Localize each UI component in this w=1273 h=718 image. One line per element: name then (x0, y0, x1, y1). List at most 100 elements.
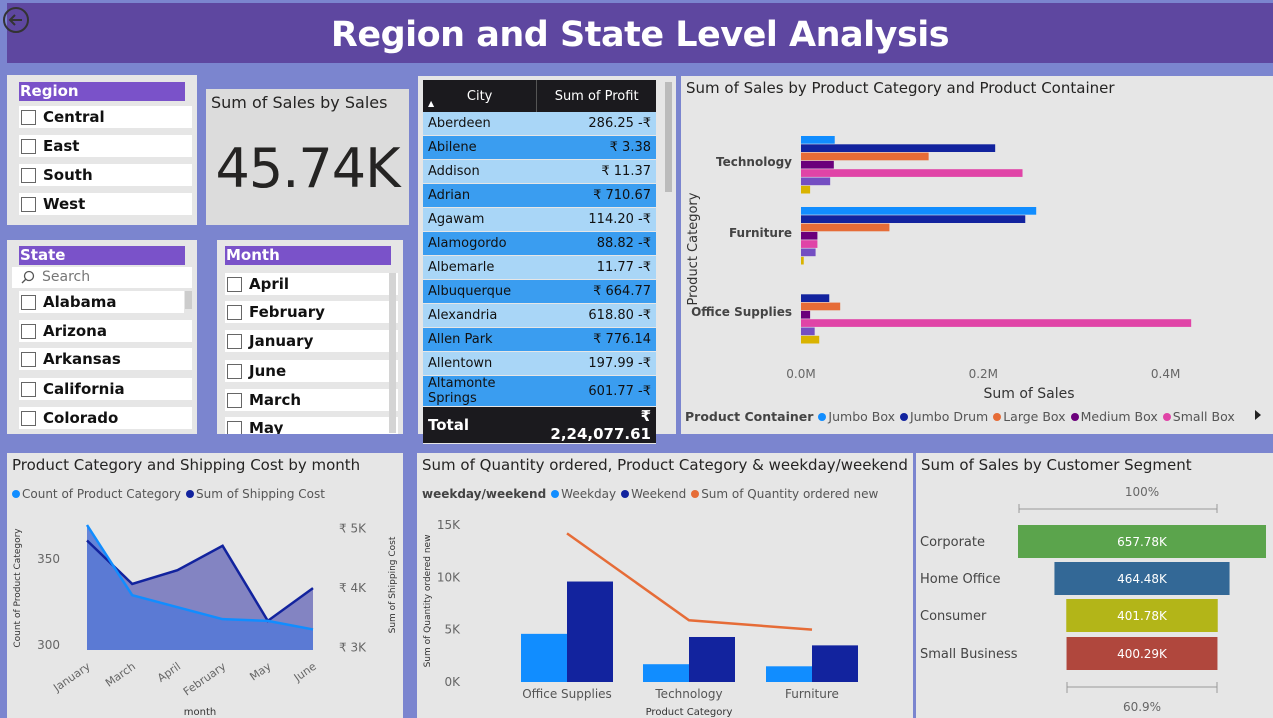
x-tick-label: March (103, 660, 138, 690)
profit-cell: 88.82 -₹ (536, 231, 656, 256)
state-option-california[interactable]: California (19, 378, 192, 400)
funnel-category-label: Consumer (920, 609, 987, 624)
region-option-central[interactable]: Central (19, 106, 192, 128)
legend-label[interactable]: Medium Box (1080, 409, 1158, 424)
checkbox[interactable] (227, 334, 242, 349)
table-row[interactable]: Abilene ₹ 3.38 (423, 135, 656, 160)
state-option-colorado[interactable]: Colorado (19, 407, 192, 429)
month-option-june[interactable]: June (225, 360, 398, 382)
table-row[interactable]: Agawam 114.20 -₹ (423, 207, 656, 232)
legend-title: weekday/weekend (422, 487, 547, 501)
sales-by-category-container-chart: Sum of Sales by Product Category and Pro… (681, 76, 1273, 434)
option-label: Arizona (43, 322, 107, 340)
legend-label[interactable]: Weekday (561, 487, 617, 501)
month-option-march[interactable]: March (225, 389, 398, 411)
month-option-may[interactable]: May (225, 417, 398, 434)
legend-swatch (993, 413, 1002, 421)
checkbox[interactable] (21, 295, 36, 310)
checkbox[interactable] (21, 352, 36, 367)
chart-title: Sum of Sales by Product Category and Pro… (686, 79, 1115, 97)
funnel-category-label: Corporate (920, 535, 985, 550)
state-search-box[interactable]: Search (12, 267, 192, 288)
month-option-april[interactable]: April (225, 273, 398, 295)
funnel-value-label: 401.78K (1117, 609, 1168, 623)
checkbox[interactable] (227, 305, 242, 320)
quantity-category-weekday-chart: Sum of Quantity ordered, Product Categor… (417, 453, 913, 718)
legend-next-icon[interactable] (1253, 409, 1263, 421)
back-arrow-icon[interactable] (2, 6, 30, 34)
table-row[interactable]: Adrian ₹ 710.67 (423, 183, 656, 208)
state-option-arizona[interactable]: Arizona (19, 320, 192, 342)
checkbox[interactable] (21, 139, 36, 154)
state-scrollbar[interactable] (185, 291, 192, 309)
kpi-card: Sum of Sales by Sales 45.74K (206, 89, 409, 225)
bar (801, 223, 890, 232)
legend-label[interactable]: Weekend (631, 487, 687, 501)
table-row[interactable]: Addison ₹ 11.37 (423, 159, 656, 184)
y-tick-label: 0K (444, 675, 461, 689)
legend-swatch (186, 490, 195, 498)
y-axis-label: Sum of Quantity ordered new (423, 535, 433, 668)
category-label: Technology (716, 155, 792, 169)
checkbox[interactable] (21, 324, 36, 339)
profit-cell: 114.20 -₹ (536, 207, 656, 232)
table-row[interactable]: Alamogordo 88.82 -₹ (423, 231, 656, 256)
legend-label[interactable]: Jumbo Drum (909, 409, 989, 424)
legend-label[interactable]: Jumbo Box (828, 409, 895, 424)
table-row[interactable]: Altamonte Springs 601.77 -₹ (423, 375, 656, 407)
bar (801, 310, 811, 319)
month-scrollbar[interactable] (389, 273, 396, 433)
checkbox[interactable] (227, 364, 242, 379)
col-header-city[interactable]: ▲ City (423, 80, 538, 112)
month-option-february[interactable]: February (225, 301, 398, 323)
table-scrollbar[interactable] (665, 82, 672, 192)
table-row[interactable]: Aberdeen 286.25 -₹ (423, 112, 656, 136)
region-option-west[interactable]: West (19, 193, 192, 215)
profit-cell: 11.77 -₹ (536, 255, 656, 280)
x-tick-label: June (291, 660, 319, 685)
sort-arrow-icon: ▲ (428, 99, 435, 108)
col-header-profit[interactable]: Sum of Profit (536, 80, 656, 112)
legend-label[interactable]: Large Box (1003, 409, 1066, 424)
legend-swatch (1070, 413, 1079, 421)
total-label: Total (423, 406, 537, 444)
checkbox[interactable] (21, 110, 36, 125)
city-cell: Agawam (423, 207, 537, 232)
option-label: Arkansas (43, 350, 121, 368)
chart-title: Sum of Sales by Customer Segment (921, 456, 1192, 474)
table-row[interactable]: Albemarle 11.77 -₹ (423, 255, 656, 280)
state-option-alabama[interactable]: Alabama (19, 291, 184, 313)
checkbox[interactable] (227, 421, 242, 434)
table-row[interactable]: Allen Park ₹ 776.14 (423, 327, 656, 352)
table-row[interactable]: Albuquerque ₹ 664.77 (423, 279, 656, 304)
region-option-south[interactable]: South (19, 164, 192, 186)
checkbox[interactable] (21, 197, 36, 212)
month-option-january[interactable]: January (225, 330, 398, 352)
table-row[interactable]: Alexandria 618.80 -₹ (423, 303, 656, 328)
checkbox[interactable] (21, 411, 36, 426)
y2-tick-label: ₹ 5K (339, 522, 367, 536)
funnel-value-label: 657.78K (1117, 535, 1168, 549)
profit-cell: ₹ 776.14 (536, 327, 656, 352)
legend-label[interactable]: Small Box (1172, 409, 1235, 424)
legend-label[interactable]: Sum of Shipping Cost (196, 487, 325, 501)
city-cell: Aberdeen (423, 112, 537, 136)
top-percent-label: 100% (1125, 485, 1159, 499)
count-line (85, 524, 314, 631)
checkbox[interactable] (227, 277, 242, 292)
checkbox[interactable] (21, 168, 36, 183)
city-cell: Addison (423, 159, 537, 184)
legend-swatch (551, 490, 560, 498)
profit-cell: ₹ 710.67 (536, 183, 656, 208)
legend-label[interactable]: Sum of Quantity ordered new (701, 487, 879, 501)
table-row[interactable]: Allentown 197.99 -₹ (423, 351, 656, 376)
region-option-east[interactable]: East (19, 135, 192, 157)
x-tick-label: April (155, 660, 183, 685)
checkbox[interactable] (227, 393, 242, 408)
kpi-value: 45.74K (215, 137, 400, 200)
state-option-arkansas[interactable]: Arkansas (19, 348, 192, 370)
bar (801, 231, 818, 240)
legend-label[interactable]: Count of Product Category (22, 487, 182, 501)
weekday-bar (643, 664, 689, 682)
checkbox[interactable] (21, 382, 36, 397)
